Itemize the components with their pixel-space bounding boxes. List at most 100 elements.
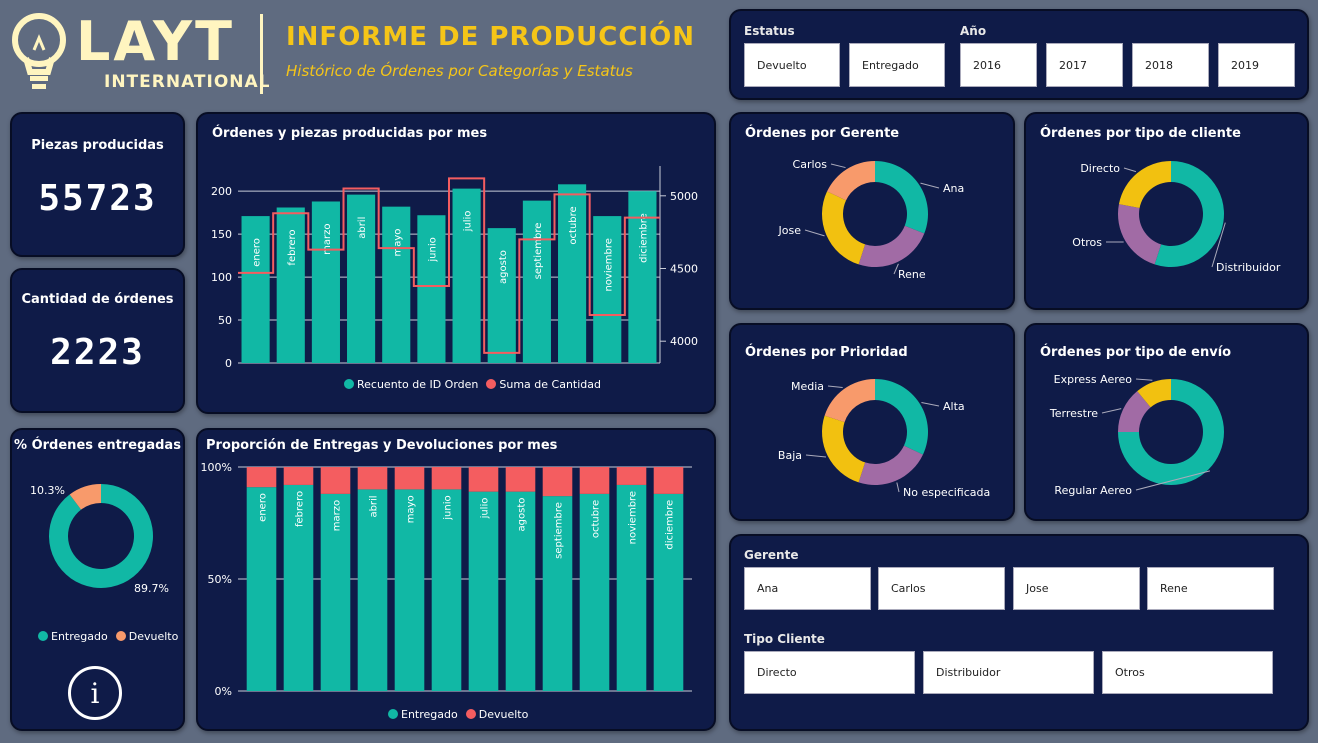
month-label: marzo	[332, 500, 343, 531]
bar-recuento[interactable]	[452, 188, 481, 363]
y2-tick-label: 4500	[670, 263, 698, 276]
month-label: octubre	[568, 206, 579, 244]
donut-slice[interactable]	[875, 379, 928, 455]
gerente-donut: Ana Rene Jose Carlos	[778, 158, 965, 281]
bar-devuelto[interactable]	[653, 467, 684, 494]
legend-prop-devuelto: Devuelto	[465, 708, 528, 721]
bar-entregado[interactable]	[320, 493, 351, 691]
bar-recuento[interactable]	[417, 215, 446, 363]
leader-line	[893, 263, 899, 275]
y-tick-label: 0%	[215, 685, 232, 698]
bar-devuelto[interactable]	[431, 467, 462, 490]
legend-prop-entregado: Entregado	[388, 708, 458, 721]
gerente-ana-button[interactable]: Ana	[744, 567, 871, 610]
bar-entregado[interactable]	[579, 493, 610, 691]
gerente-rene-button[interactable]: Rene	[1147, 567, 1274, 610]
bar-devuelto[interactable]	[394, 467, 425, 490]
leader-line	[827, 385, 843, 389]
bar-recuento[interactable]	[628, 191, 657, 363]
bar-entregado[interactable]	[653, 493, 684, 691]
month-label: agosto	[498, 250, 509, 284]
estatus-entregado-button[interactable]: Entregado	[849, 43, 945, 87]
donut-slice[interactable]	[858, 225, 925, 267]
bar-entregado[interactable]	[357, 489, 388, 691]
bar-devuelto[interactable]	[505, 467, 536, 492]
monthly-legend: Recuento de ID Orden Suma de Cantidad	[344, 378, 601, 391]
donut-slice[interactable]	[1118, 161, 1171, 209]
donut-label: Jose	[778, 224, 802, 237]
legend-devuelto: Devuelto	[115, 630, 178, 643]
donut-label: Alta	[943, 400, 965, 413]
bar-entregado[interactable]	[246, 487, 277, 691]
kpi-piezas-title: Piezas producidas	[31, 138, 164, 153]
donut-slice[interactable]	[1118, 379, 1224, 485]
bar-recuento[interactable]	[276, 207, 305, 363]
donut-slice[interactable]	[1118, 391, 1151, 432]
legend-entregado: Entregado	[38, 630, 108, 643]
bar-recuento[interactable]	[487, 228, 516, 363]
donut-slice[interactable]	[1137, 379, 1171, 408]
cliente-donut-title: Órdenes por tipo de cliente	[1040, 126, 1241, 141]
bar-recuento[interactable]	[241, 216, 270, 363]
anio-2017-button[interactable]: 2017	[1046, 43, 1123, 87]
bar-entregado[interactable]	[283, 484, 314, 691]
bar-entregado[interactable]	[505, 491, 536, 691]
leader-line	[896, 482, 900, 493]
lightbulb-icon	[12, 13, 66, 89]
info-icon[interactable]: i	[68, 666, 122, 720]
month-label: diciembre	[638, 213, 649, 263]
donut-slice[interactable]	[822, 415, 866, 483]
bar-recuento[interactable]	[522, 200, 551, 363]
donut-label: Otros	[1072, 236, 1102, 249]
tipo-distribuidor-button[interactable]: Distribuidor	[923, 651, 1094, 694]
donut-slice[interactable]	[827, 161, 875, 201]
tipo-directo-button[interactable]: Directo	[744, 651, 915, 694]
donut-slice[interactable]	[1154, 161, 1224, 267]
bar-devuelto[interactable]	[320, 467, 351, 494]
month-label: febrero	[287, 230, 298, 266]
donut-label: Terrestre	[1049, 407, 1098, 420]
gerente-carlos-button[interactable]: Carlos	[878, 567, 1005, 610]
bar-entregado[interactable]	[431, 489, 462, 691]
bar-devuelto[interactable]	[283, 467, 314, 485]
bar-recuento[interactable]	[558, 184, 587, 363]
bar-devuelto[interactable]	[542, 467, 573, 497]
month-label: enero	[258, 493, 269, 522]
donut-slice[interactable]	[49, 484, 153, 588]
bar-recuento[interactable]	[347, 194, 376, 363]
bar-entregado[interactable]	[616, 484, 647, 691]
donut-slice[interactable]	[875, 161, 928, 234]
bar-recuento[interactable]	[311, 201, 340, 363]
anio-2016-button[interactable]: 2016	[960, 43, 1037, 87]
bar-devuelto[interactable]	[579, 467, 610, 494]
estatus-devuelto-button[interactable]: Devuelto	[744, 43, 840, 87]
anio-2018-button[interactable]: 2018	[1132, 43, 1209, 87]
bar-recuento[interactable]	[382, 206, 411, 363]
month-label: septiembre	[533, 223, 544, 280]
donut-slice[interactable]	[822, 191, 866, 265]
month-label: diciembre	[665, 500, 676, 550]
bar-devuelto[interactable]	[357, 467, 388, 490]
y-tick-label: 50	[218, 314, 232, 327]
anio-2019-button[interactable]: 2019	[1218, 43, 1295, 87]
kpi-ordenes-title: Cantidad de órdenes	[21, 292, 174, 307]
donut-slice[interactable]	[858, 445, 923, 485]
bar-devuelto[interactable]	[468, 467, 499, 492]
month-label: octubre	[591, 500, 602, 538]
bar-devuelto[interactable]	[616, 467, 647, 485]
entregadas-title: % Órdenes entregadas	[14, 438, 181, 453]
bar-entregado[interactable]	[542, 496, 573, 691]
prioridad-donut: Alta No especificada Baja Media	[778, 379, 990, 499]
tipo-otros-button[interactable]: Otros	[1102, 651, 1273, 694]
donut-slice[interactable]	[1118, 204, 1162, 265]
donut-slice[interactable]	[824, 379, 875, 423]
bar-entregado[interactable]	[394, 489, 425, 691]
gerente-jose-button[interactable]: Jose	[1013, 567, 1140, 610]
brand-sub: INTERNATIONAL	[104, 72, 271, 92]
month-label: noviembre	[603, 238, 614, 291]
bar-recuento[interactable]	[593, 216, 622, 363]
bar-entregado[interactable]	[468, 491, 499, 691]
bar-devuelto[interactable]	[246, 467, 277, 488]
donut-label: Media	[791, 380, 824, 393]
donut-slice[interactable]	[69, 484, 101, 510]
